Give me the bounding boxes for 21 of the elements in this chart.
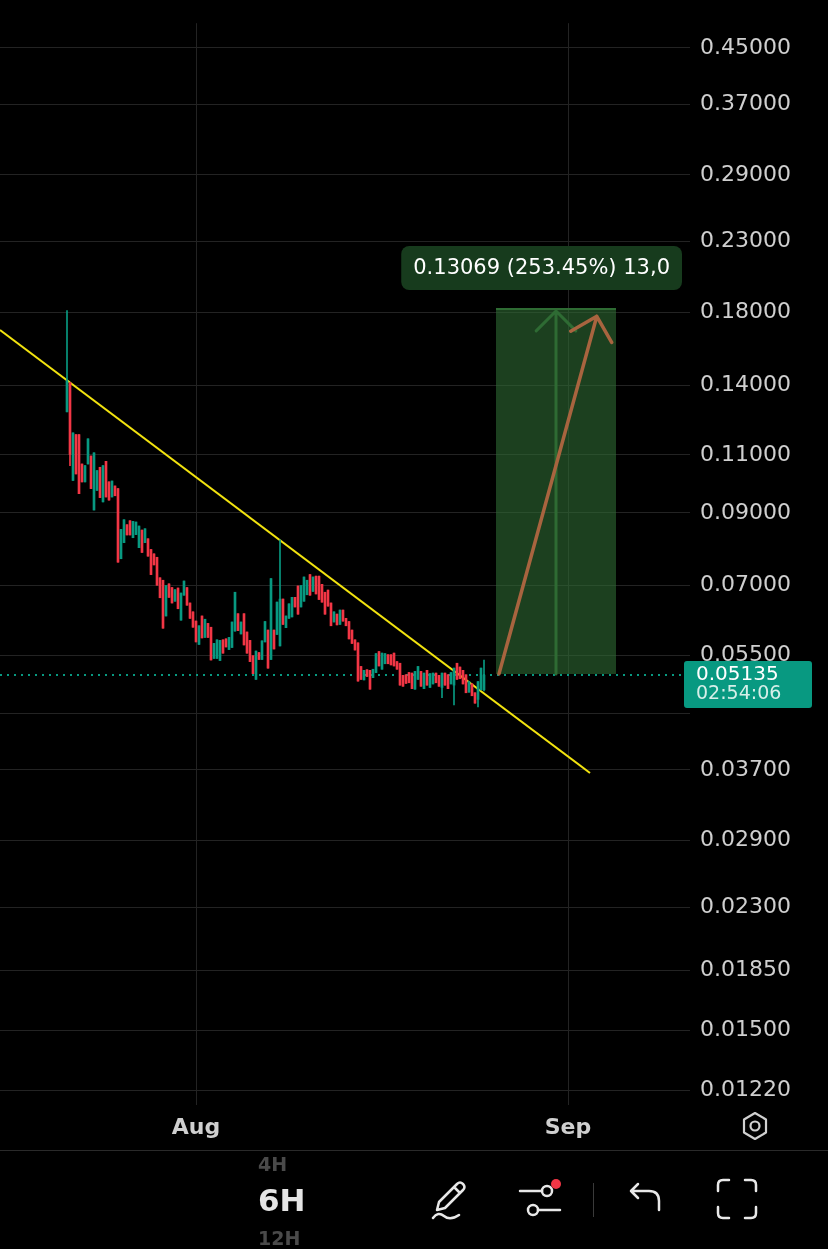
x-tick-label: Sep bbox=[544, 1113, 592, 1139]
y-tick-label: 0.03700 bbox=[700, 755, 791, 781]
y-tick-label: 0.37000 bbox=[700, 90, 791, 116]
y-tick-label: 0.02300 bbox=[700, 892, 791, 918]
y-tick-label: 0.14000 bbox=[700, 370, 791, 396]
y-tick-label: 0.01220 bbox=[700, 1076, 791, 1102]
y-tick-label: 0.29000 bbox=[700, 160, 791, 186]
y-tick-label: 0.11000 bbox=[700, 440, 791, 466]
annotation: 0.13069 (253.45%) 13,0 bbox=[413, 255, 671, 280]
y-tick-label: 0.45000 bbox=[700, 33, 791, 59]
y-tick-label: 0.01850 bbox=[700, 955, 791, 981]
y-tick-label: 0.01500 bbox=[700, 1016, 791, 1042]
y-tick-label: 0.09000 bbox=[700, 498, 791, 524]
text: 4H bbox=[258, 1153, 288, 1175]
y-tick-label: 0.07000 bbox=[700, 571, 791, 597]
y-tick-label: 0.18000 bbox=[700, 298, 791, 324]
text: 12H bbox=[258, 1227, 301, 1249]
y-tick-label: 0.23000 bbox=[700, 227, 791, 253]
y-tick-label: 0.02900 bbox=[700, 825, 791, 851]
x-tick-label: Aug bbox=[171, 1113, 221, 1139]
text: 6H bbox=[258, 1181, 306, 1219]
